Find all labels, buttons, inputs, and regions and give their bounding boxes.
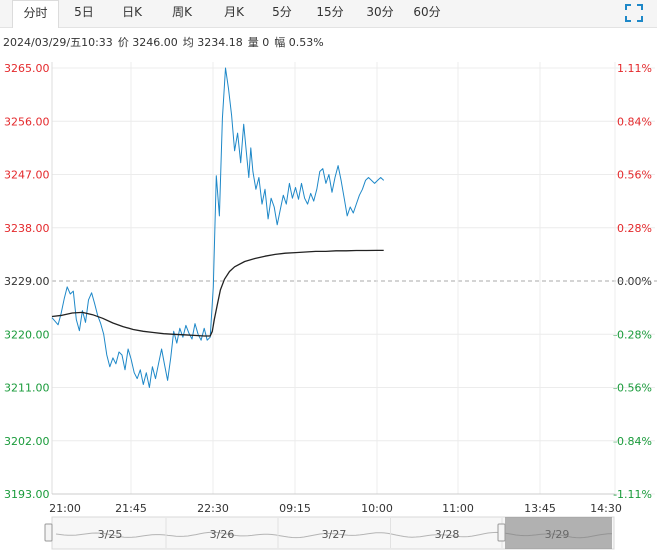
x-tick-label: 22:30	[197, 502, 229, 515]
tab-intraday[interactable]: 分时	[12, 0, 59, 28]
tab-weekly-k[interactable]: 周K	[172, 5, 192, 19]
pct-tick-label: 0.84%	[617, 115, 652, 128]
quote-change: 幅 0.53%	[274, 36, 324, 49]
pct-tick-label: -0.56%	[613, 382, 652, 395]
y-tick-label: 3238.00	[4, 222, 50, 235]
tab-60min[interactable]: 60分	[413, 5, 441, 19]
x-tick-label: 13:45	[524, 502, 556, 515]
pct-tick-label: -0.28%	[613, 328, 652, 341]
tab-5day[interactable]: 5日	[74, 5, 94, 19]
tab-15min[interactable]: 15分	[316, 5, 344, 19]
pct-tick-label: -0.84%	[613, 435, 652, 448]
y-tick-label: 3247.00	[4, 169, 50, 182]
average-line	[51, 249, 384, 337]
quote-average: 均 3234.18	[182, 36, 243, 49]
quote-price: 价 3246.00	[117, 36, 178, 49]
fullscreen-icon[interactable]	[625, 4, 643, 22]
x-tick-label: 14:30	[590, 502, 622, 515]
pct-tick-label: 0.28%	[617, 222, 652, 235]
tab-5min[interactable]: 5分	[272, 5, 292, 19]
y-tick-label: 3229.00	[4, 275, 50, 288]
price-line	[51, 67, 385, 388]
navigator-day-label: 3/28	[435, 528, 460, 541]
y-tick-label: 3202.00	[4, 435, 50, 448]
x-tick-label: 21:45	[115, 502, 147, 515]
navigator-day-label: 3/25	[98, 528, 123, 541]
y-tick-label: 3256.00	[4, 115, 50, 128]
x-tick-label: 09:15	[279, 502, 311, 515]
tab-30min[interactable]: 30分	[366, 5, 394, 19]
quote-volume: 量 0	[247, 36, 270, 49]
navigator-right-handle[interactable]	[497, 523, 506, 542]
x-tick-label: 10:00	[361, 502, 393, 515]
y-tick-label: 3193.00	[4, 488, 50, 501]
quote-datetime: 2024/03/29/五10:33	[3, 36, 113, 49]
period-tab-bar: 分时 5日 日K 周K 月K 5分 15分 30分 60分	[0, 0, 657, 28]
quote-info-line: 2024/03/29/五10:33 价 3246.00 均 3234.18 量 0 幅 …	[3, 34, 329, 50]
tab-monthly-k[interactable]: 月K	[224, 5, 244, 19]
tab-daily-k[interactable]: 日K	[122, 5, 142, 19]
y-tick-label: 3220.00	[4, 328, 50, 341]
x-tick-label: 21:00	[49, 502, 81, 515]
y-tick-label: 3211.00	[4, 382, 50, 395]
navigator-left-handle[interactable]	[44, 523, 53, 542]
navigator-day-label: 3/26	[210, 528, 235, 541]
pct-tick-label: 0.56%	[617, 169, 652, 182]
pct-tick-label: 1.11%	[617, 62, 652, 75]
navigator-day-label: 3/27	[322, 528, 347, 541]
x-tick-label: 11:00	[442, 502, 474, 515]
pct-tick-label: -1.11%	[613, 488, 652, 501]
y-tick-label: 3265.00	[4, 62, 50, 75]
navigator-selection	[505, 517, 612, 549]
